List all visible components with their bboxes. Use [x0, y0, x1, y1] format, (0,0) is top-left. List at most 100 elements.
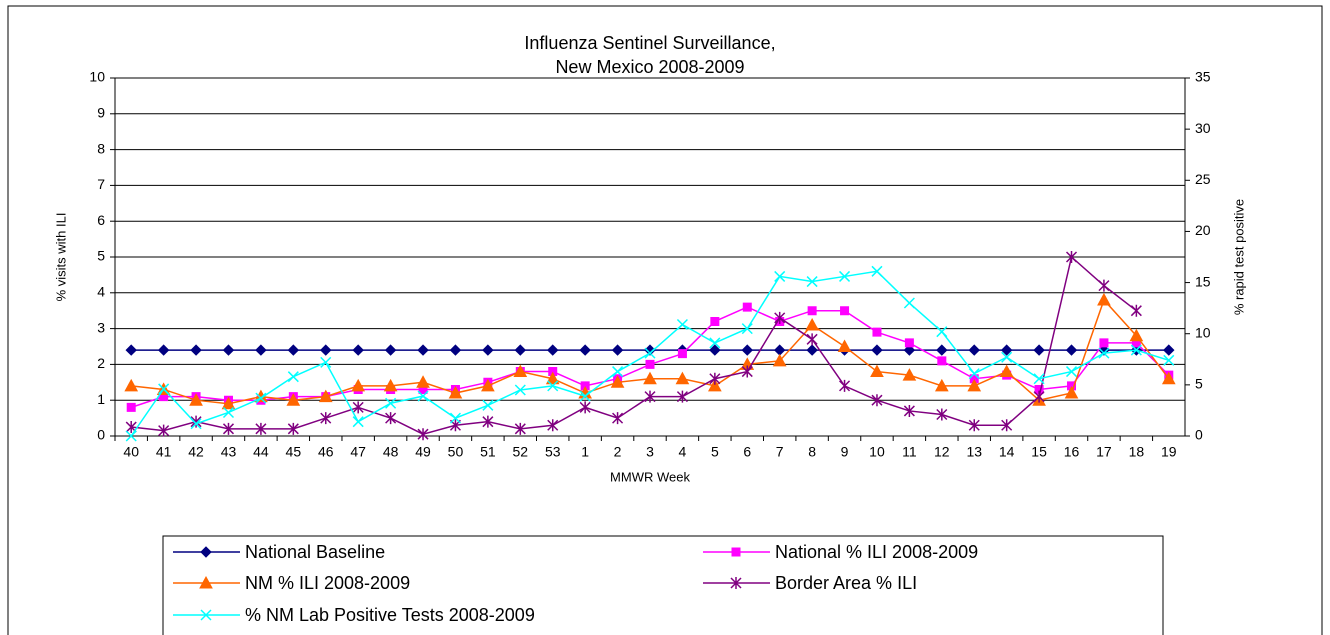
point-marker: [1065, 344, 1078, 356]
legend-label: NM % ILI 2008-2009: [245, 573, 410, 593]
legend-item: NM % ILI 2008-2009: [173, 573, 410, 593]
y-tick-label: 10: [89, 69, 105, 85]
y-tick-label: 3: [97, 319, 105, 335]
point-marker: [730, 577, 742, 589]
point-marker: [125, 430, 137, 442]
x-tick-label: 12: [934, 444, 950, 460]
point-marker: [448, 385, 463, 399]
x-tick-label: 15: [1031, 444, 1047, 460]
x-tick-label: 4: [679, 444, 687, 460]
x-tick-label: 6: [743, 444, 751, 460]
point-marker: [1098, 347, 1110, 359]
x-tick-label: 43: [221, 444, 237, 460]
point-marker: [967, 378, 982, 392]
x-tick-label: 48: [383, 444, 399, 460]
point-marker: [611, 344, 624, 356]
y-tick-label: 0: [97, 427, 105, 443]
y2-tick-label: 25: [1195, 171, 1211, 187]
legend-item: % NM Lab Positive Tests 2008-2009: [173, 605, 535, 625]
point-marker: [286, 393, 301, 406]
point-marker: [352, 344, 364, 356]
point-marker: [1129, 328, 1144, 342]
point-marker: [709, 372, 721, 385]
point-marker: [806, 333, 818, 346]
point-marker: [1098, 279, 1110, 292]
point-marker: [481, 378, 495, 392]
point-marker: [644, 390, 656, 403]
point-marker: [839, 270, 851, 282]
point-marker: [1064, 385, 1079, 399]
point-marker: [417, 390, 429, 402]
point-marker: [545, 371, 560, 385]
point-marker: [772, 353, 787, 367]
x-tick-label: 45: [286, 444, 302, 460]
point-marker: [190, 344, 202, 356]
y2-tick-label: 10: [1195, 324, 1211, 340]
point-marker: [676, 318, 688, 331]
point-marker: [514, 344, 527, 356]
point-marker: [126, 402, 136, 412]
x-tick-label: 13: [966, 444, 982, 460]
point-marker: [385, 397, 397, 409]
point-marker: [1130, 344, 1142, 356]
point-marker: [903, 344, 916, 356]
x-tick-label: 18: [1129, 444, 1145, 460]
x-tick-label: 14: [999, 444, 1015, 460]
y2-tick-label: 35: [1195, 69, 1211, 85]
point-marker: [1099, 338, 1109, 348]
point-marker: [1001, 351, 1013, 363]
point-marker: [871, 394, 883, 407]
point-marker: [320, 356, 332, 368]
y-tick-label: 8: [97, 140, 105, 156]
point-marker: [579, 344, 591, 356]
point-marker: [416, 375, 430, 388]
point-marker: [904, 338, 914, 348]
legend-label: National % ILI 2008-2009: [775, 542, 978, 562]
point-marker: [580, 381, 590, 391]
point-marker: [934, 378, 949, 392]
point-marker: [482, 399, 494, 411]
point-marker: [157, 344, 170, 356]
point-marker: [968, 368, 980, 380]
point-marker: [806, 344, 818, 356]
point-marker: [742, 302, 752, 312]
x-tick-label: 2: [614, 444, 622, 460]
point-marker: [255, 344, 267, 356]
point-marker: [840, 306, 850, 316]
point-marker: [1097, 292, 1111, 306]
chart-title: New Mexico 2008-2009: [555, 57, 744, 77]
legend-item: Border Area % ILI: [703, 573, 917, 593]
point-marker: [1065, 366, 1078, 378]
point-marker: [936, 408, 948, 421]
point-marker: [774, 270, 786, 282]
point-marker: [1163, 354, 1175, 366]
point-marker: [158, 383, 170, 395]
point-marker: [222, 406, 235, 419]
point-marker: [547, 419, 559, 432]
x-tick-label: 50: [448, 444, 464, 460]
point-marker: [449, 412, 461, 424]
point-marker: [643, 371, 657, 385]
y-tick-label: 9: [97, 105, 105, 121]
point-marker: [1033, 344, 1045, 356]
point-marker: [644, 344, 656, 356]
y-tick-label: 6: [97, 212, 105, 228]
chart-title: Influenza Sentinel Surveillance,: [524, 33, 775, 53]
point-marker: [839, 379, 851, 392]
point-marker: [190, 415, 202, 428]
point-marker: [675, 371, 690, 385]
x-tick-label: 51: [480, 444, 496, 460]
x-tick-label: 53: [545, 444, 561, 460]
x-axis-label: MMWR Week: [610, 469, 690, 484]
legend-label: National Baseline: [245, 542, 385, 562]
y2-axis-label: % rapid test positive: [1231, 199, 1246, 315]
point-marker: [936, 344, 948, 356]
point-marker: [383, 378, 398, 392]
point-marker: [731, 547, 741, 557]
point-marker: [320, 412, 332, 425]
point-marker: [903, 404, 915, 417]
point-marker: [200, 609, 212, 621]
point-marker: [837, 339, 852, 352]
point-marker: [513, 364, 528, 378]
